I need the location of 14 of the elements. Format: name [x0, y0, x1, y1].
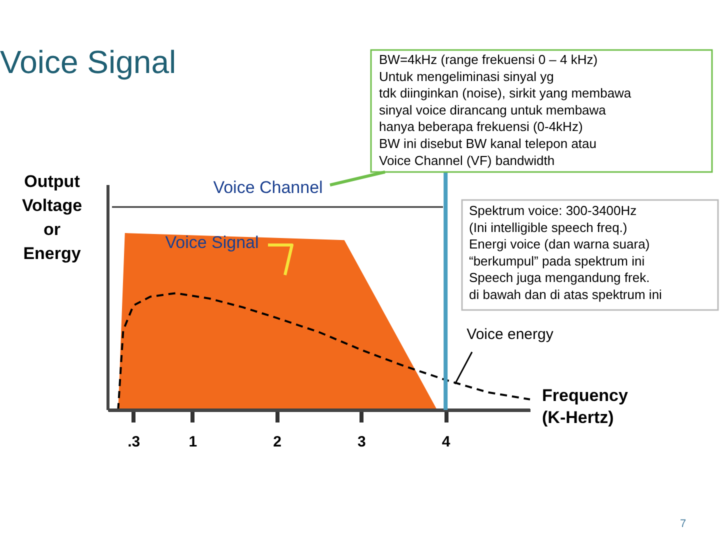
x-tick-label: 2 — [273, 434, 282, 450]
y-axis-title: Output Voltage or Energy — [22, 172, 82, 263]
x-tick-label: 4 — [442, 434, 451, 450]
chart-title: Voice Signal — [0, 44, 176, 80]
text: BW=4kHz (range frekuensi 0 – 4 kHz) Untuk mengeliminasi sinyal yg tdk diinginkan (noise), sirkit yang membawa sinyal voice dirancang untuk membawa hanya beberapa frekuensi (0-4kHz) BW ini disebut BW kanal telepon atau Voice Channel (VF) bandwidth — [379, 52, 632, 168]
x-tick-label: 1 — [188, 434, 198, 450]
x-tick-label: 3 — [358, 434, 366, 450]
x-axis-title: Frequency (K-Hertz) — [542, 386, 629, 427]
annotation: Spektrum voice: 300-3400Hz (Ini intelligible speech freq.) Energi voice (dan warna suara) “berkumpul” pada spektrum ini Speech juga mengandung frek. di bawah dan di atas spektrum ini — [469, 203, 662, 302]
series-label: Voice Signal — [165, 233, 259, 252]
text: 7 — [680, 518, 686, 530]
text: Voice Channel — [213, 178, 323, 197]
text: Voice energy — [466, 326, 554, 343]
x-tick-label: .3 — [128, 434, 140, 450]
